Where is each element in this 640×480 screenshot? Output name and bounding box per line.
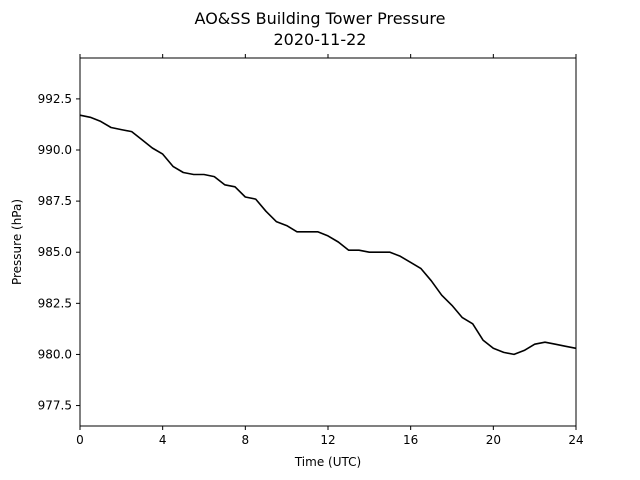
y-tick-label: 987.5: [38, 194, 72, 208]
y-tick-label: 990.0: [38, 143, 72, 157]
y-tick-label: 985.0: [38, 245, 72, 259]
plot-area: [79, 114, 577, 356]
y-axis-label: Pressure (hPa): [10, 199, 24, 285]
chart-title: AO&SS Building Tower Pressure: [195, 9, 446, 28]
y-tick-label: 977.5: [38, 399, 72, 413]
x-tick-label: 4: [159, 433, 167, 447]
plot-frame: [79, 57, 577, 427]
x-axis-label: Time (UTC): [294, 455, 361, 469]
y-tick-label: 980.0: [38, 347, 72, 361]
y-tick-label: 982.5: [38, 296, 72, 310]
x-tick-label: 24: [568, 433, 583, 447]
x-tick-label: 8: [242, 433, 250, 447]
x-tick-label: 0: [76, 433, 84, 447]
y-tick-label: 992.5: [38, 92, 72, 106]
x-tick-label: 12: [320, 433, 335, 447]
chart-subtitle: 2020-11-22: [274, 30, 367, 49]
x-tick-label: 20: [486, 433, 501, 447]
tick-group: 0 4 8 12 16 20 24 977.5 980.0 982.5 985.0 987.5 990.…: [38, 54, 584, 447]
x-tick-label: 16: [403, 433, 418, 447]
pressure-series-line: [79, 114, 577, 356]
